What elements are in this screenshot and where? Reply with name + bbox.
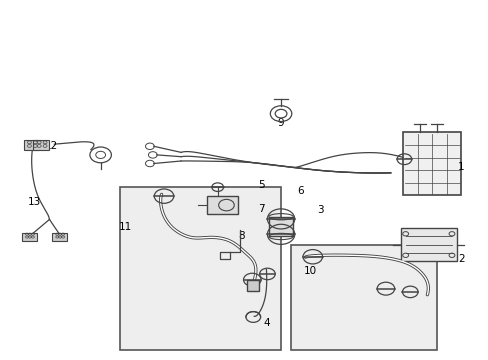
Bar	[268, 217, 293, 237]
Bar	[120, 187, 281, 350]
Bar	[52, 233, 67, 240]
Bar	[400, 228, 456, 261]
Text: 5: 5	[258, 180, 264, 190]
Text: 2: 2	[457, 254, 464, 264]
Text: 8: 8	[238, 231, 245, 240]
Bar	[23, 140, 39, 149]
Text: 9: 9	[277, 118, 284, 128]
Text: 1: 1	[457, 162, 464, 172]
Bar	[22, 233, 37, 240]
Text: 7: 7	[258, 204, 264, 214]
Text: 11: 11	[118, 222, 131, 231]
Bar	[33, 140, 49, 149]
Text: 13: 13	[28, 197, 41, 207]
Bar	[206, 196, 238, 214]
Text: 12: 12	[45, 141, 59, 151]
Text: 3: 3	[316, 206, 323, 216]
Bar	[246, 280, 259, 291]
Text: 4: 4	[263, 319, 269, 328]
Text: 10: 10	[303, 266, 316, 276]
Bar	[402, 132, 461, 195]
Bar	[290, 244, 436, 350]
Text: 6: 6	[297, 186, 303, 196]
